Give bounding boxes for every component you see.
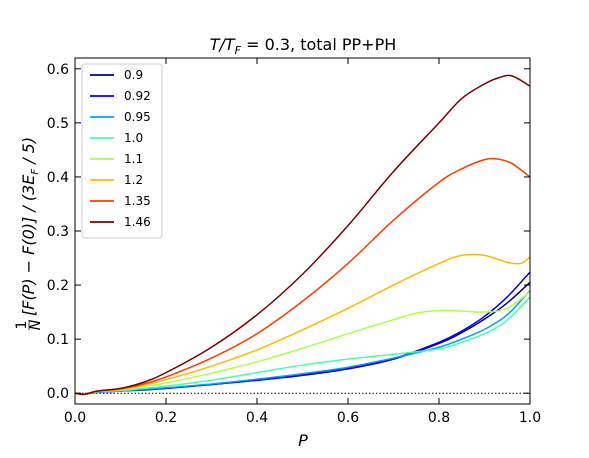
x-tick-label: 0.4: [246, 410, 268, 426]
chart-title-sub: F: [235, 44, 242, 57]
y-label-frac-den: N: [28, 319, 44, 330]
y-tick-label: 0.4: [47, 170, 69, 186]
x-tick-label: 1.0: [519, 410, 541, 426]
y-tick-label: 0.6: [47, 62, 69, 78]
y-label-frac-num: 1: [14, 321, 30, 330]
series-layer: [74, 74, 531, 396]
y-axis-label: 1 N [F(P) − F(0)] / (3EF / 5): [14, 137, 44, 330]
y-label-main: [F(P) − F(0)] / (3E: [19, 174, 38, 316]
legend-label: 1.2: [124, 173, 143, 187]
legend-label: 0.92: [124, 89, 151, 103]
legend-label: 1.46: [124, 215, 151, 229]
legend-label: 0.9: [124, 68, 143, 82]
y-tick-label: 0.3: [47, 224, 69, 240]
y-label-tail: / 5): [19, 137, 38, 169]
chart-title: T/TF = 0.3, total PP+PH: [210, 35, 397, 57]
series-line-1_46: [74, 74, 531, 396]
y-label-text: [F(P) − F(0)] / (3EF / 5): [19, 137, 41, 316]
x-tick-label: 0.0: [64, 410, 86, 426]
legend-label: 1.0: [124, 131, 143, 145]
y-axis: 0.0 0.1 0.2 0.3 0.4 0.5 0.6: [47, 62, 530, 402]
legend-label: 1.1: [124, 152, 143, 166]
y-tick-label: 0.0: [47, 386, 69, 402]
legend: 0.9 0.92 0.95 1.0 1.1 1.2 1.35 1.46: [81, 63, 163, 239]
y-label-sub: F: [30, 169, 41, 175]
x-tick-label: 0.6: [337, 410, 359, 426]
x-tick-label: 0.8: [428, 410, 450, 426]
chart-title-rest: = 0.3, total PP+PH: [241, 35, 396, 54]
y-tick-label: 0.2: [47, 278, 69, 294]
y-tick-label: 0.5: [47, 116, 69, 132]
x-tick-label: 0.2: [155, 410, 177, 426]
legend-label: 0.95: [124, 110, 151, 124]
chart-title-lhs: T/T: [210, 35, 236, 54]
x-axis-label: P: [298, 431, 308, 450]
x-axis: 0.0 0.2 0.4 0.6 0.8 1.0: [64, 58, 541, 426]
y-tick-label: 0.1: [47, 332, 69, 348]
legend-box: [81, 63, 163, 239]
legend-label: 1.35: [124, 194, 151, 208]
